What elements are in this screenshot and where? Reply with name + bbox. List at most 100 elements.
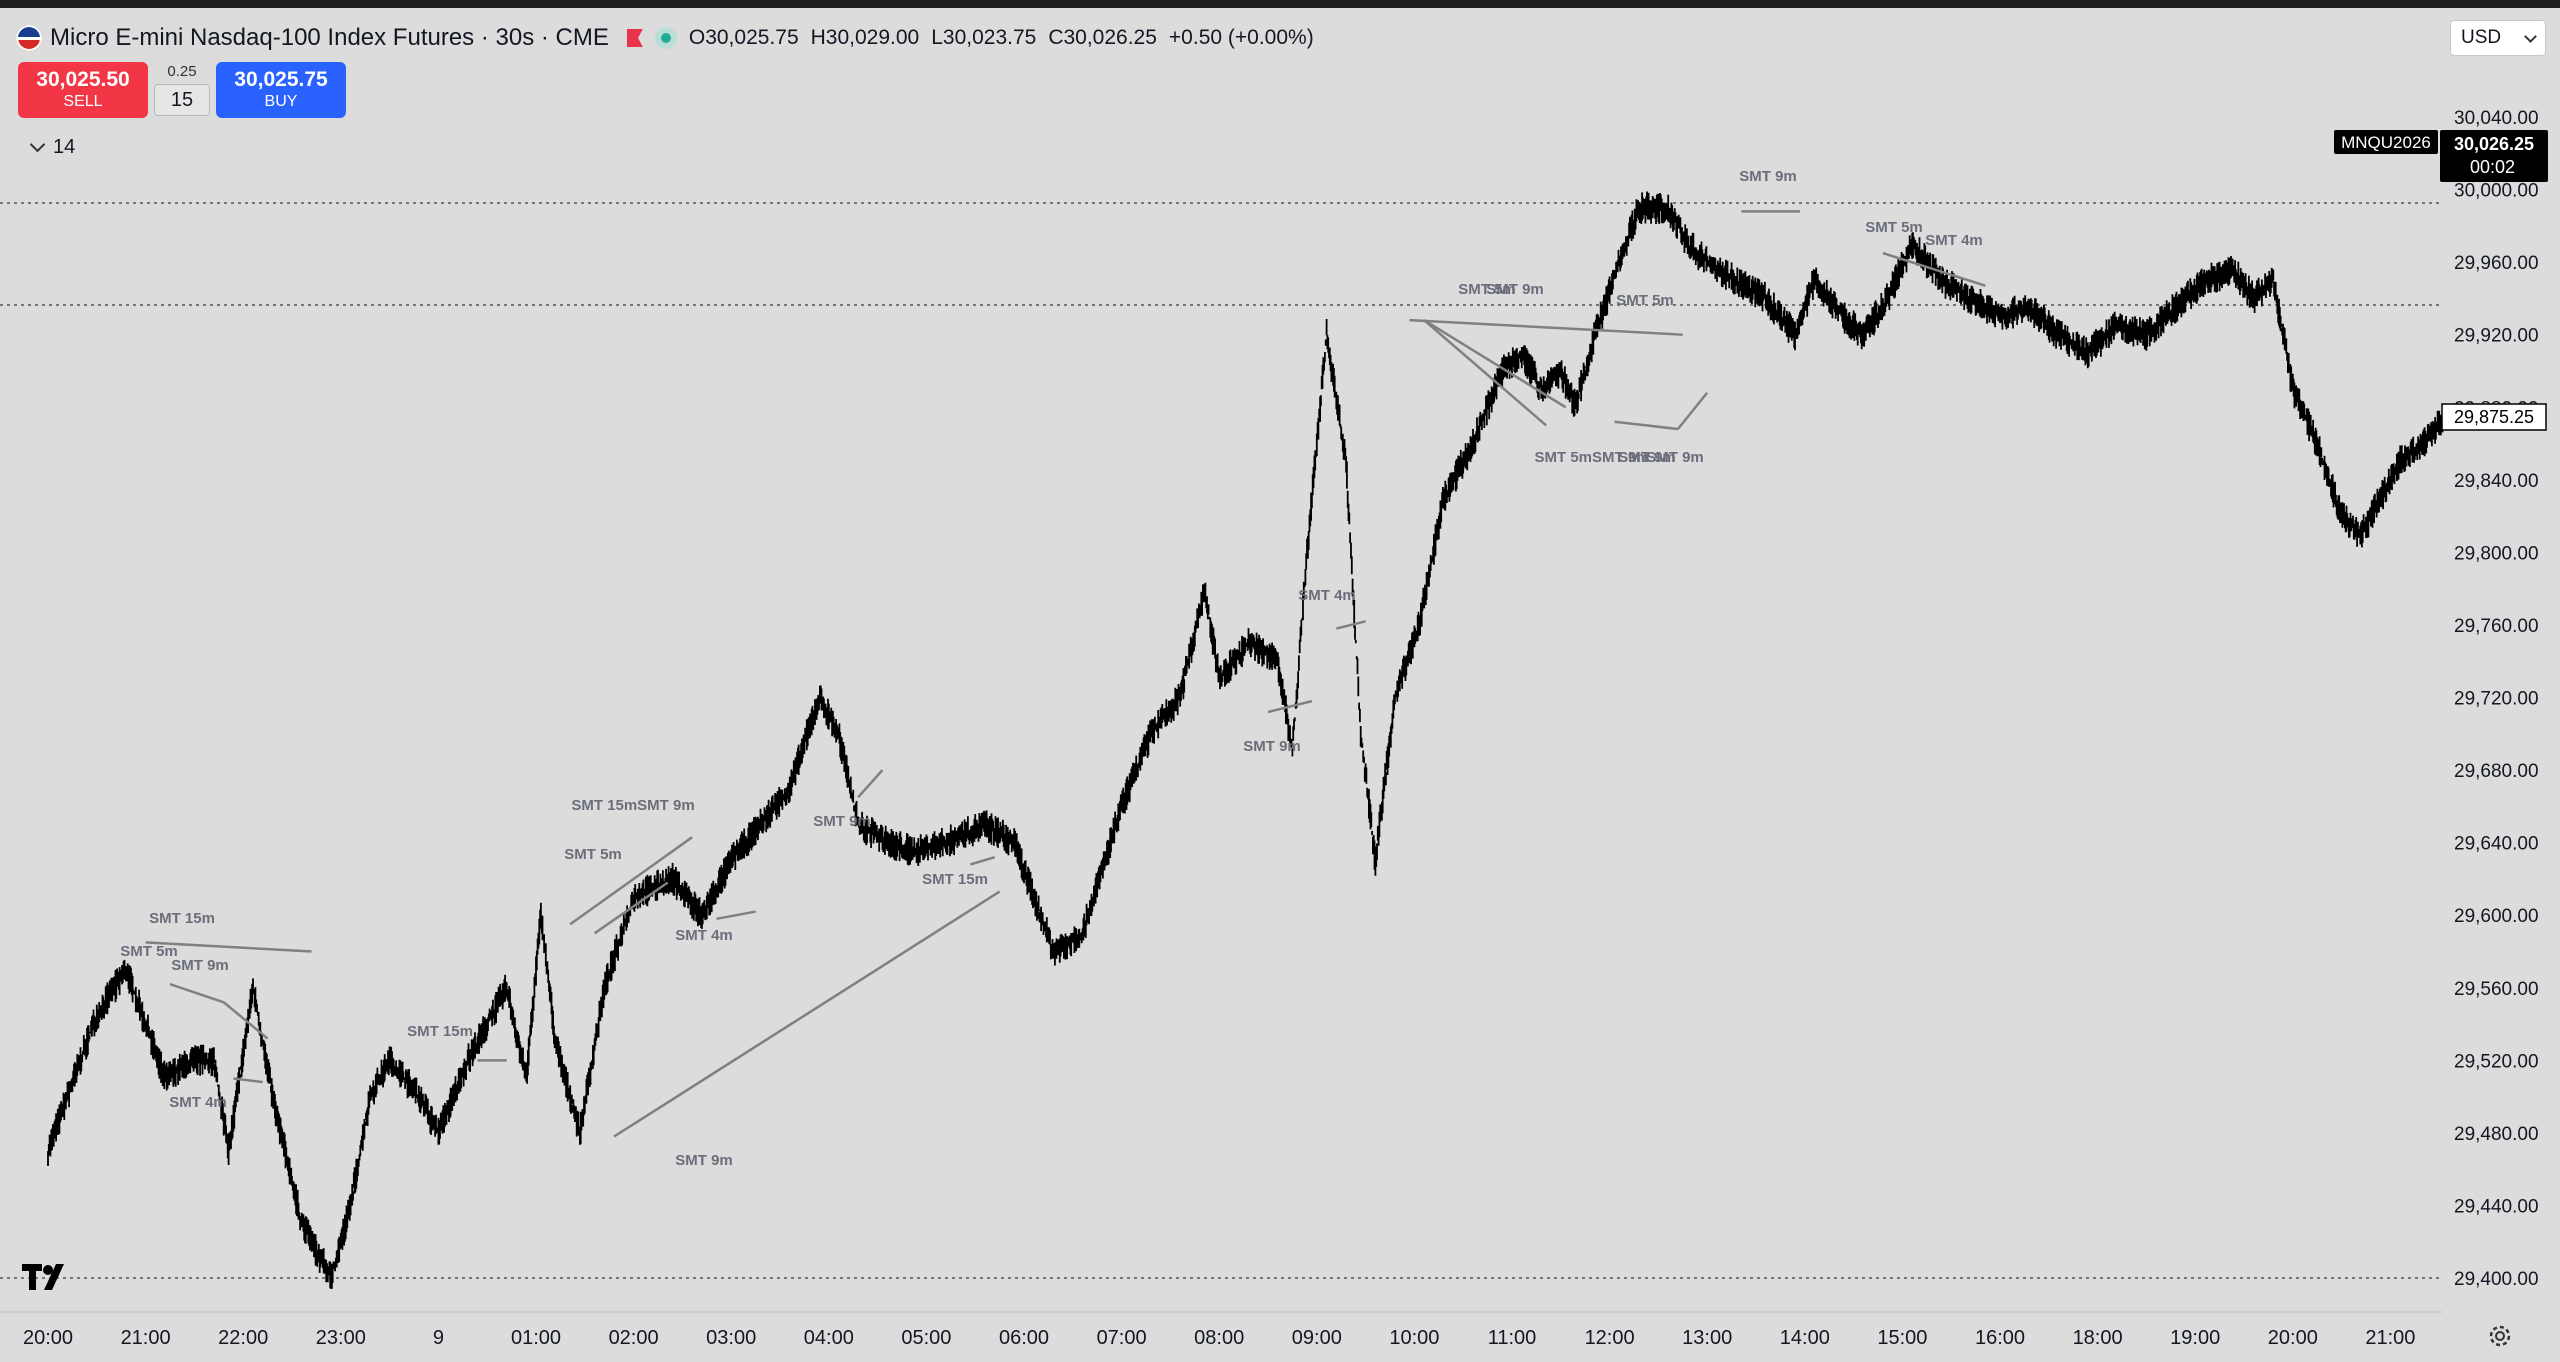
smt-label: SMT 15m bbox=[922, 871, 988, 888]
close-value: C30,026.25 bbox=[1048, 26, 1157, 49]
marker-price-label: 29,875.25 bbox=[2441, 403, 2547, 431]
horizontal-level-lines bbox=[0, 202, 2442, 1313]
time-tick-label: 10:00 bbox=[1389, 1327, 1439, 1349]
smt-label: SMT 5m bbox=[120, 943, 178, 960]
smt-label: SMT 15m bbox=[407, 1023, 473, 1040]
smt-label: SMT 5mSMT 9m bbox=[1534, 449, 1649, 466]
smt-line bbox=[857, 769, 884, 799]
countdown-label: 00:02 bbox=[2470, 157, 2515, 177]
ticker-label-bg bbox=[2334, 130, 2438, 154]
us-flag-icon bbox=[16, 25, 42, 51]
price-tick-label: 29,400.00 bbox=[2454, 1269, 2539, 1290]
price-tick-label: 29,920.00 bbox=[2454, 326, 2539, 347]
smt-line bbox=[233, 1077, 263, 1084]
time-tick-label: 12:00 bbox=[1585, 1327, 1635, 1349]
smt-line bbox=[1267, 699, 1313, 714]
smt-label: SMT 9m bbox=[1243, 738, 1301, 755]
time-tick-label: 07:00 bbox=[1097, 1327, 1147, 1349]
smt-line bbox=[969, 855, 996, 866]
market-status-icon[interactable] bbox=[654, 27, 677, 49]
smt-label: SMT 4m bbox=[675, 927, 733, 944]
gear-icon[interactable] bbox=[2486, 1322, 2514, 1350]
time-tick-label: 08:00 bbox=[1194, 1327, 1244, 1349]
smt-line bbox=[1614, 420, 1679, 431]
smt-line bbox=[1336, 620, 1366, 630]
smt-label: SMT 9m bbox=[1646, 449, 1704, 466]
spread-value: 0.25 bbox=[167, 63, 197, 80]
time-tick-label: 20:00 bbox=[2268, 1327, 2318, 1349]
open-value: O30,025.75 bbox=[688, 26, 799, 49]
time-tick-label: 20:00 bbox=[23, 1327, 73, 1349]
smt-line bbox=[716, 910, 756, 921]
symbol-title[interactable]: Micro E-mini Nasdaq-100 Index Futures · … bbox=[50, 24, 609, 51]
smt-label: SMT 4m bbox=[169, 1094, 227, 1111]
time-tick-label: 02:00 bbox=[609, 1327, 659, 1349]
low-value: L30,023.75 bbox=[931, 26, 1037, 49]
smt-line bbox=[169, 982, 225, 1004]
quantity-input[interactable]: 15 bbox=[154, 84, 210, 116]
ticker-price-label: MNQU2026 30,026.25 00:02 bbox=[2334, 130, 2548, 182]
time-tick-label: 16:00 bbox=[1975, 1327, 2025, 1349]
time-tick-label: 09:00 bbox=[1292, 1327, 1342, 1349]
price-series bbox=[47, 191, 2445, 1289]
indicators-count: 14 bbox=[53, 136, 76, 158]
currency-value: USD bbox=[2461, 27, 2502, 48]
tradingview-logo-icon[interactable] bbox=[22, 1262, 74, 1292]
chevron-down-icon bbox=[2524, 29, 2537, 43]
smt-line bbox=[1423, 319, 1547, 427]
flag-marker-icon[interactable] bbox=[626, 29, 643, 47]
price-tick-label: 30,040.00 bbox=[2454, 108, 2539, 129]
time-tick-label: 11:00 bbox=[1488, 1327, 1537, 1349]
time-tick-label: 05:00 bbox=[901, 1327, 951, 1349]
sell-button[interactable]: 30,025.50 SELL bbox=[18, 62, 148, 118]
price-tick-label: 29,640.00 bbox=[2454, 834, 2539, 855]
smt-label: SMT 5m bbox=[1458, 281, 1516, 298]
time-tick-label: 23:00 bbox=[316, 1327, 366, 1349]
time-tick-label: 19:00 bbox=[2170, 1327, 2220, 1349]
smt-label: SMT 9m bbox=[1486, 281, 1544, 298]
price-tick-label: 29,560.00 bbox=[2454, 979, 2539, 1000]
high-value: H30,029.00 bbox=[810, 26, 920, 49]
symbol-legend: Micro E-mini Nasdaq-100 Index Futures · … bbox=[16, 22, 1326, 54]
price-tick-label: 29,960.00 bbox=[2454, 253, 2539, 274]
window-top-strip bbox=[0, 0, 2560, 8]
indicators-toggle[interactable]: 14 bbox=[28, 136, 75, 159]
price-bars bbox=[47, 191, 2445, 1289]
smt-line bbox=[593, 881, 669, 935]
smt-label: SMT 4m bbox=[1925, 232, 1983, 249]
price-tick-label: 29,840.00 bbox=[2454, 471, 2539, 492]
smt-line bbox=[1882, 251, 1986, 287]
spread-box: 0.25 15 bbox=[154, 62, 210, 116]
price-tick-label: 29,760.00 bbox=[2454, 616, 2539, 637]
marker-price-bg bbox=[2441, 403, 2547, 431]
ticker-label: MNQU2026 bbox=[2341, 133, 2431, 152]
smt-label: SMT 5m bbox=[564, 846, 622, 863]
smt-line bbox=[613, 890, 1001, 1138]
time-tick-label: 18:00 bbox=[2073, 1327, 2123, 1349]
smt-line bbox=[1409, 318, 1683, 336]
smt-divergence-lines bbox=[145, 210, 1986, 1138]
price-tick-label: 29,520.00 bbox=[2454, 1051, 2539, 1072]
price-tick-label: 29,480.00 bbox=[2454, 1124, 2539, 1145]
buy-label: BUY bbox=[264, 93, 298, 110]
time-tick-label: 06:00 bbox=[999, 1327, 1049, 1349]
change-value: +0.50 (+0.00%) bbox=[1168, 26, 1314, 49]
currency-select[interactable]: USD bbox=[2450, 20, 2546, 56]
smt-label: SMT 9m bbox=[171, 957, 229, 974]
smt-label: SMT 15m bbox=[149, 910, 215, 927]
price-tick-label: 29,440.00 bbox=[2454, 1196, 2539, 1217]
time-tick-label: 9 bbox=[433, 1327, 444, 1349]
last-price-label: 30,026.25 bbox=[2454, 134, 2534, 154]
buy-button[interactable]: 30,025.75 BUY bbox=[216, 62, 346, 118]
chevron-down-icon bbox=[29, 136, 46, 153]
time-tick-label: 03:00 bbox=[706, 1327, 756, 1349]
marker-price-label: 29,875.25 bbox=[2454, 407, 2534, 427]
price-tick-label: 30,000.00 bbox=[2454, 181, 2539, 202]
price-axis: 30,040.00 30,000.00 29,960.00 29,920.00 29,8… bbox=[2454, 108, 2539, 1290]
smt-label: SMT 9m bbox=[813, 813, 871, 830]
time-axis: 20:00 21:00 22:00 23:00 9 01:00 02:00 03:00 04:0… bbox=[23, 1327, 2415, 1349]
price-tick-label: 29,720.00 bbox=[2454, 689, 2539, 710]
smt-line bbox=[569, 836, 693, 926]
